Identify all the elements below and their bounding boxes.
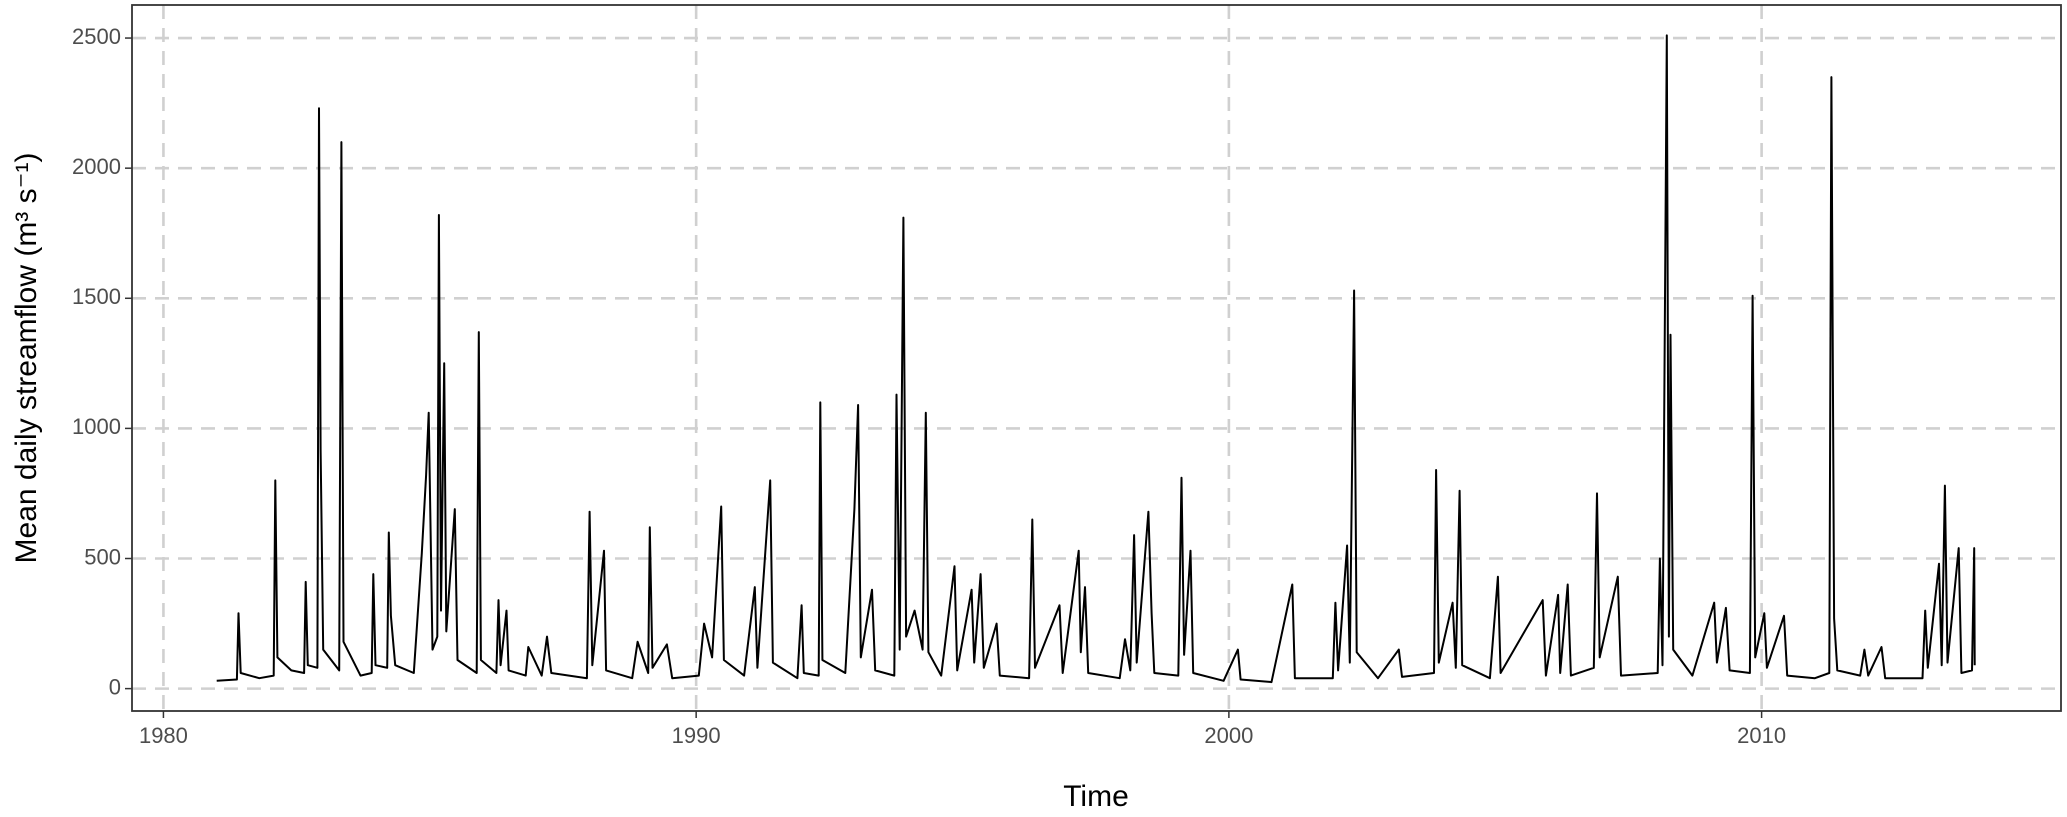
y-tick-label: 2500	[72, 24, 121, 49]
y-tick-label: 500	[84, 544, 121, 569]
y-axis-title: Mean daily streamflow (m³ s⁻¹)	[10, 153, 43, 564]
y-tick-label: 1500	[72, 284, 121, 309]
y-tick-label: 2000	[72, 154, 121, 179]
x-tick-label: 2000	[1204, 723, 1253, 748]
y-tick-label: 0	[109, 674, 121, 699]
x-tick-label: 1980	[139, 723, 188, 748]
streamflow-line	[216, 34, 1976, 684]
x-axis-title: Time	[1063, 780, 1129, 813]
x-tick-label: 1990	[672, 723, 721, 748]
panel-border	[131, 4, 2062, 712]
y-tick-label: 1000	[72, 414, 121, 439]
x-tick-label: 2010	[1737, 723, 1786, 748]
